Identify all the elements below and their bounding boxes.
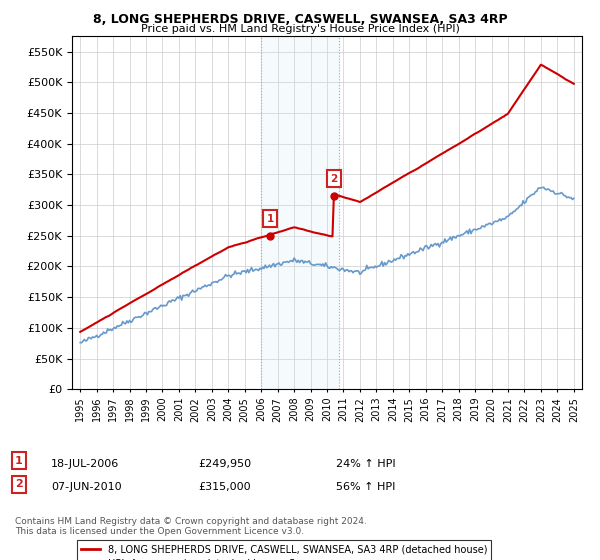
- Text: 56% ↑ HPI: 56% ↑ HPI: [336, 482, 395, 492]
- Legend: 8, LONG SHEPHERDS DRIVE, CASWELL, SWANSEA, SA3 4RP (detached house), HPI: Averag: 8, LONG SHEPHERDS DRIVE, CASWELL, SWANSE…: [77, 540, 491, 560]
- Text: 2: 2: [331, 174, 338, 184]
- Text: 18-JUL-2006: 18-JUL-2006: [51, 459, 119, 469]
- Text: £315,000: £315,000: [198, 482, 251, 492]
- Text: 8, LONG SHEPHERDS DRIVE, CASWELL, SWANSEA, SA3 4RP: 8, LONG SHEPHERDS DRIVE, CASWELL, SWANSE…: [92, 13, 508, 26]
- Text: Contains HM Land Registry data © Crown copyright and database right 2024.
This d: Contains HM Land Registry data © Crown c…: [15, 517, 367, 536]
- Text: £249,950: £249,950: [198, 459, 251, 469]
- Bar: [261, 36, 340, 389]
- Text: 1: 1: [15, 456, 23, 466]
- Text: 24% ↑ HPI: 24% ↑ HPI: [336, 459, 395, 469]
- Text: 2: 2: [15, 479, 23, 489]
- Text: 1: 1: [266, 214, 274, 223]
- Text: 07-JUN-2010: 07-JUN-2010: [51, 482, 122, 492]
- Text: Price paid vs. HM Land Registry's House Price Index (HPI): Price paid vs. HM Land Registry's House …: [140, 24, 460, 34]
